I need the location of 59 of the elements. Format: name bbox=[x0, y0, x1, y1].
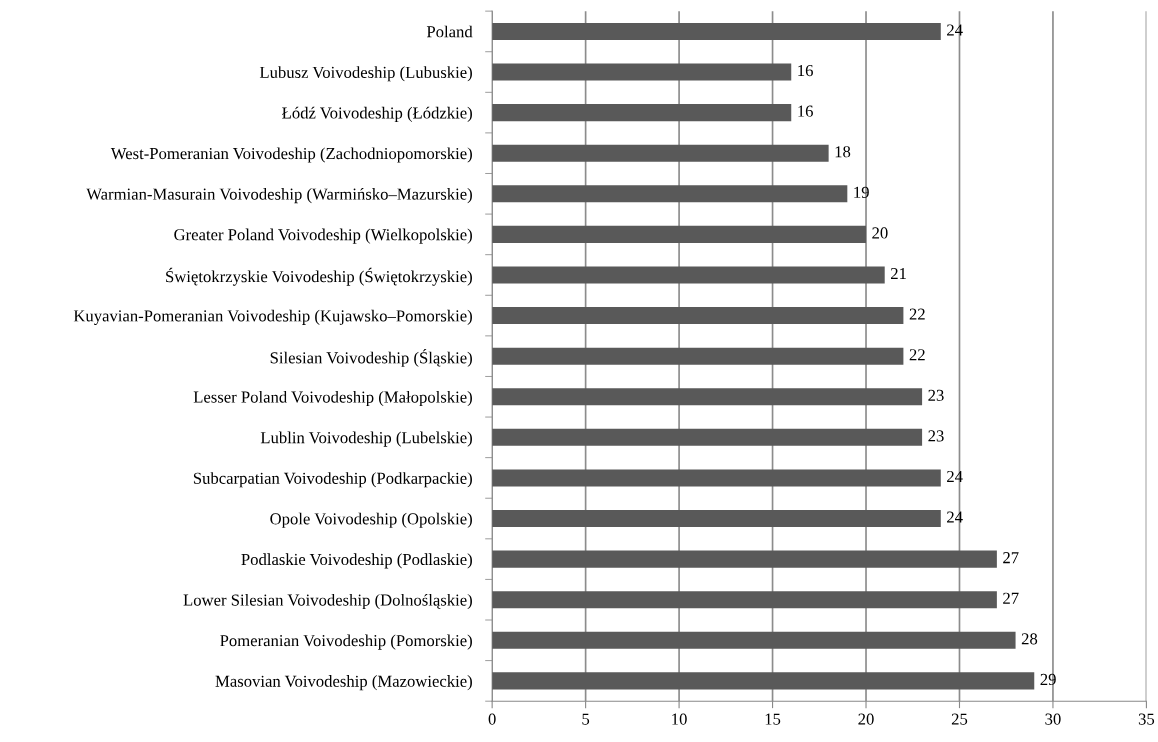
data-label: 28 bbox=[1021, 633, 1038, 645]
y-tick-label: Greater Poland Voivodeship (Wielkopolskie) bbox=[174, 228, 472, 244]
bar bbox=[492, 631, 1016, 649]
y-tick-label: Subcarpatian Voivodeship (Podkarpackie) bbox=[193, 472, 472, 488]
data-label: 22 bbox=[909, 349, 925, 361]
data-label: 16 bbox=[798, 64, 813, 77]
y-tick-label: Lesser Poland Voivodeship (Małopolskie) bbox=[193, 390, 472, 407]
data-label: 18 bbox=[835, 146, 851, 158]
bar bbox=[492, 591, 997, 609]
data-label: 21 bbox=[891, 267, 906, 279]
x-tick-label: 30 bbox=[1045, 713, 1061, 725]
y-tick-label: Poland bbox=[426, 25, 473, 38]
bar bbox=[492, 510, 941, 528]
bar bbox=[492, 428, 923, 446]
y-tick-label: Podlaskie Voivodeship (Podlaskie) bbox=[241, 553, 472, 569]
data-label: 23 bbox=[928, 430, 944, 442]
bar bbox=[492, 185, 848, 203]
y-tick-label: Masovian Voivodeship (Mazowieckie) bbox=[215, 675, 472, 691]
bar bbox=[492, 63, 792, 81]
bar bbox=[492, 225, 867, 243]
x-tick-label: 10 bbox=[672, 713, 687, 725]
y-tick-label: Lublin Voivodeship (Lubelskie) bbox=[260, 431, 472, 447]
data-label: 16 bbox=[798, 105, 813, 117]
x-tick-label: 35 bbox=[1138, 713, 1155, 725]
bar bbox=[492, 144, 829, 162]
bar bbox=[492, 550, 997, 568]
bar bbox=[492, 347, 904, 365]
y-tick-label: Lubusz Voivodeship (Lubuskie) bbox=[259, 66, 472, 82]
y-tick-label: Świętokrzyskie Voivodeship (Świętokrzyskie) bbox=[166, 267, 472, 286]
x-tick-label: 15 bbox=[765, 713, 781, 725]
data-label: 27 bbox=[1003, 552, 1019, 564]
bar bbox=[492, 469, 941, 487]
x-tick-label: 20 bbox=[858, 713, 874, 725]
data-label: 22 bbox=[909, 308, 925, 320]
y-tick-label: West-Pomeranian Voivodeship (Zachodniopomorskie) bbox=[110, 147, 472, 163]
bar bbox=[492, 22, 941, 40]
y-tick-label: Kuyavian-Pomeranian Voivodeship (Kujawsko–Pomorskie) bbox=[73, 309, 472, 325]
bar bbox=[492, 388, 923, 406]
y-tick-label: Pomeranian Voivodeship (Pomorskie) bbox=[220, 634, 472, 650]
data-label: 24 bbox=[947, 24, 963, 36]
y-tick-label: Opole Voivodeship (Opolskie) bbox=[270, 512, 472, 528]
data-label: 19 bbox=[854, 186, 869, 198]
x-tick-label: 0 bbox=[488, 713, 496, 725]
bar bbox=[492, 104, 792, 122]
data-label: 29 bbox=[1040, 673, 1056, 686]
bar bbox=[492, 672, 1035, 690]
bar bbox=[492, 266, 885, 284]
bar bbox=[492, 307, 904, 325]
y-tick-label: Warmian-Masurain Voivodeship (Warmińsko–Mazurskie) bbox=[86, 188, 472, 204]
y-tick-label: Silesian Voivodeship (Śląskie) bbox=[270, 349, 472, 367]
y-tick-label: Łódź Voivodeship (Łódzkie) bbox=[282, 106, 472, 122]
data-label: 23 bbox=[928, 389, 944, 401]
data-label: 24 bbox=[947, 470, 963, 482]
x-tick-label: 25 bbox=[951, 713, 968, 725]
data-label: 20 bbox=[872, 227, 888, 239]
data-label: 24 bbox=[947, 511, 963, 523]
x-tick-label: 5 bbox=[582, 713, 590, 725]
y-tick-label: Lower Silesian Voivodeship (Dolnośląskie) bbox=[183, 593, 472, 610]
data-label: 27 bbox=[1003, 592, 1019, 604]
